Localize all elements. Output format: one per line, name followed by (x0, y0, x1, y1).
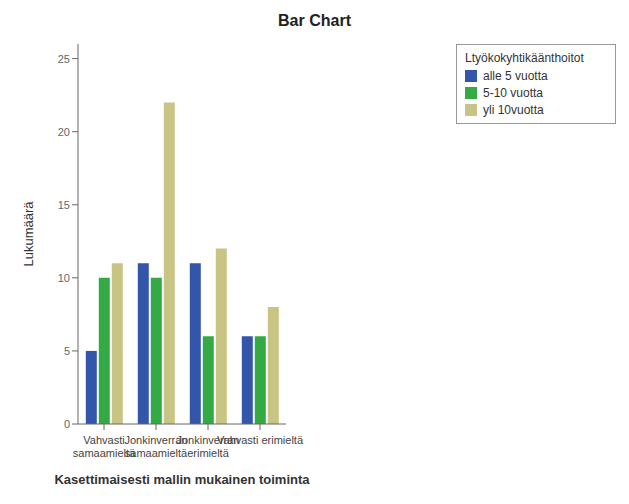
svg-text:5: 5 (64, 345, 70, 357)
svg-text:20: 20 (58, 126, 70, 138)
svg-text:Vahvasti erimieltä: Vahvasti erimieltä (217, 434, 304, 446)
svg-text:10: 10 (58, 272, 70, 284)
svg-text:25: 25 (58, 53, 70, 65)
svg-text:Kasettimaisesti mallin mukaine: Kasettimaisesti mallin mukainen toiminta (54, 472, 310, 487)
svg-text:Lukumäärä: Lukumäärä (21, 201, 36, 267)
svg-text:0: 0 (64, 418, 70, 430)
svg-text:15: 15 (58, 199, 70, 211)
